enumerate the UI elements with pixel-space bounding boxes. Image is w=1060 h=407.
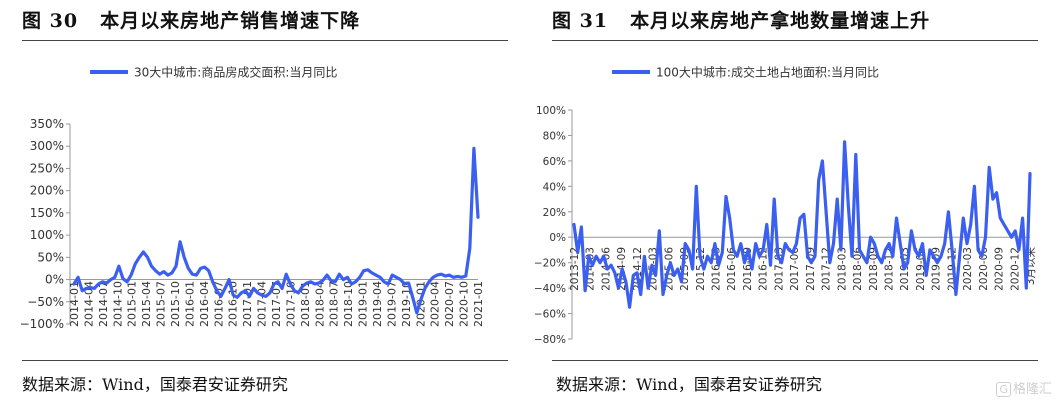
legend-label: 30大中城市:商品房成交面积:当月同比	[134, 65, 337, 80]
x-tick-label: 2017-07	[270, 281, 283, 327]
x-tick-label: 2018-06	[852, 247, 864, 291]
chart-panel-2: 图 31 本月以来房地产拿地数量增速上升 100大中城市:成交土地占地面积:当月同…	[530, 0, 1060, 407]
logo-box-icon: G	[996, 382, 1011, 397]
top-rule	[22, 40, 508, 41]
legend: 30大中城市:商品房成交面积:当月同比	[90, 65, 337, 80]
line-chart-1: 30大中城市:商品房成交面积:当月同比 −100% −50% 0% 50% 100% 150…	[20, 65, 485, 332]
y-tick-label: 250%	[30, 161, 64, 175]
source-note: 数据来源：Wind，国泰君安证券研究	[22, 375, 288, 394]
y-tick-label: 100%	[30, 228, 64, 242]
figure-number: 图 30	[22, 10, 79, 32]
x-tick-label: 2020-07	[443, 281, 456, 327]
chart-panel-1: 图 30 本月以来房地产销售增速下降 30大中城市:商品房成交面积:当月同比 −10…	[20, 6, 508, 394]
y-tick-label: −60%	[534, 309, 566, 321]
x-tick-label: 2018-04	[313, 281, 326, 327]
y-tick-label: 80%	[543, 130, 566, 142]
series-line	[72, 146, 480, 315]
x-tick-label: 2020-10	[458, 281, 471, 327]
x-tick-label: 2014-01	[68, 281, 81, 327]
x-tick-label: 2020-06	[978, 247, 990, 291]
x-tick-label: 2018-10	[342, 281, 355, 327]
x-tick-label: 2017-10	[284, 281, 297, 327]
x-tick-label: 2016-01	[183, 281, 196, 327]
y-tick-label: −80%	[534, 334, 566, 346]
y-tick-label: −100%	[20, 317, 64, 331]
y-tick-label: 150%	[30, 206, 64, 220]
bottom-rule	[22, 360, 508, 361]
y-tick-label: −40%	[534, 283, 566, 295]
x-tick-label: 2018-09	[868, 247, 880, 291]
x-tick-label: 2019-01	[357, 281, 370, 327]
x-tick-label: 2013-12	[569, 247, 581, 291]
x-tick-label: 2015-10	[169, 281, 182, 327]
x-tick-label: 2019-07	[385, 281, 398, 327]
y-tick-label: 20%	[543, 207, 566, 219]
watermark: G 格隆汇	[996, 378, 1052, 397]
top-rule	[552, 40, 1038, 41]
x-tick-label: 2015-12	[695, 247, 707, 291]
figure-number: 图 31	[552, 10, 609, 32]
legend: 100大中城市:成交土地占地面积:当月同比	[612, 65, 879, 80]
y-tick-label: 50%	[37, 250, 64, 264]
x-tick-label: 2014-10	[111, 281, 124, 327]
x-tick-label: 2018-03	[836, 247, 848, 291]
x-tick-label: 2020-12	[1009, 247, 1021, 291]
x-tick-label: 2014-04	[82, 281, 95, 327]
figure-title: 图 30 本月以来房地产销售增速下降	[22, 6, 360, 33]
bottom-rule	[552, 360, 1038, 361]
x-tick-label: 2020-03	[962, 247, 974, 291]
series-line	[572, 140, 1032, 309]
x-tick-label: 2018-12	[883, 247, 895, 291]
legend-label: 100大中城市:成交土地占地面积:当月同比	[656, 65, 879, 80]
y-tick-label: 350%	[30, 117, 64, 131]
figure-caption: 本月以来房地产拿地数量增速上升	[630, 10, 931, 32]
x-tick-label: 2014-07	[97, 281, 110, 327]
y-tick-label: 100%	[536, 105, 566, 117]
y-tick-label: 60%	[543, 156, 566, 168]
source-note: 数据来源：Wind，国泰君安证券研究	[556, 375, 822, 394]
x-tick-label: 2019-10	[400, 281, 413, 327]
x-tick-label: 2015-01	[126, 281, 139, 327]
x-tick-label: 2016-06	[726, 247, 738, 291]
line-chart-2: 100大中城市:成交土地占地面积:当月同比−80%−60%−40%−20%0%2…	[534, 65, 1037, 347]
figure-title: 图 31 本月以来房地产拿地数量增速上升	[552, 6, 930, 33]
y-tick-label: 300%	[30, 139, 64, 153]
x-tick-label: 2017-04	[256, 281, 269, 327]
figure-caption: 本月以来房地产销售增速下降	[100, 10, 361, 32]
x-tick-label: 2020-09	[994, 247, 1006, 291]
x-tick-label: 2018-07	[328, 281, 341, 327]
x-tick-label: 2015-07	[155, 281, 168, 327]
y-tick-label: 0%	[45, 273, 64, 287]
watermark-text: 格隆汇	[1012, 382, 1052, 397]
x-tick-label: 2016-10	[227, 281, 240, 327]
x-tick-label: 2017-06	[789, 247, 801, 291]
x-tick-label: 2018-01	[299, 281, 312, 327]
y-tick-label: 40%	[543, 181, 566, 193]
y-tick-label: 0%	[549, 232, 566, 244]
y-tick-label: 200%	[30, 184, 64, 198]
x-tick-label: 2016-12	[758, 247, 770, 291]
x-tick-label: 2015-04	[140, 281, 153, 327]
x-tick-label: 2020-04	[429, 281, 442, 327]
y-tick-label: −50%	[27, 295, 64, 309]
y-tick-label: −20%	[534, 258, 566, 270]
x-tick-label: 2021-01	[472, 281, 485, 327]
x-tick-label: 2019-04	[371, 281, 384, 327]
x-tick-label: 2016-04	[198, 281, 211, 327]
